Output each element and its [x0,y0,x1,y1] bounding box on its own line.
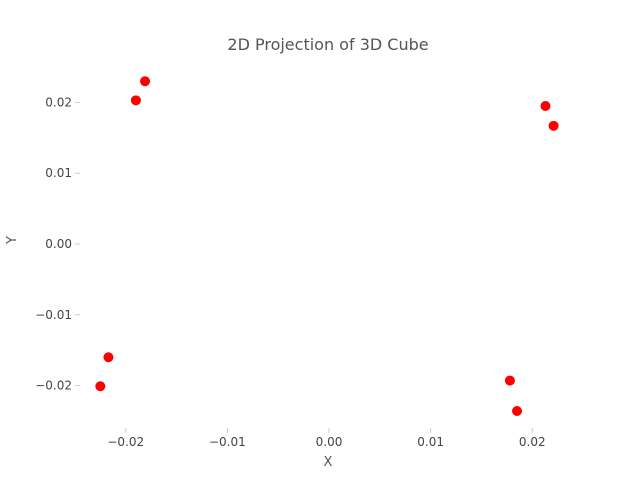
data-points [95,76,559,417]
x-tick-label: 0.02 [519,435,546,449]
y-tick-label: −0.01 [35,308,72,322]
chart-title: 2D Projection of 3D Cube [227,35,428,54]
y-tick-label: −0.02 [35,379,72,393]
data-point [103,352,114,363]
y-axis-label: Y [5,236,20,245]
x-axis: −0.02 −0.01 0.00 0.01 0.02 [107,428,546,449]
data-point [512,406,523,417]
data-point [95,381,106,392]
y-tick-label: 0.02 [45,95,72,109]
x-tick-label: −0.02 [107,435,144,449]
x-tick-label: −0.01 [209,435,246,449]
x-tick-label: 0.00 [316,435,343,449]
x-tick-label: 0.01 [417,435,444,449]
y-tick-label: 0.00 [45,237,72,251]
y-axis: −0.02 −0.01 0.00 0.01 0.02 [35,95,80,393]
data-point [130,95,141,106]
data-point [504,375,515,386]
x-axis-label: X [324,455,333,470]
y-tick-label: 0.01 [45,166,72,180]
data-point [540,101,551,111]
data-point [140,76,151,87]
data-point [548,120,559,131]
